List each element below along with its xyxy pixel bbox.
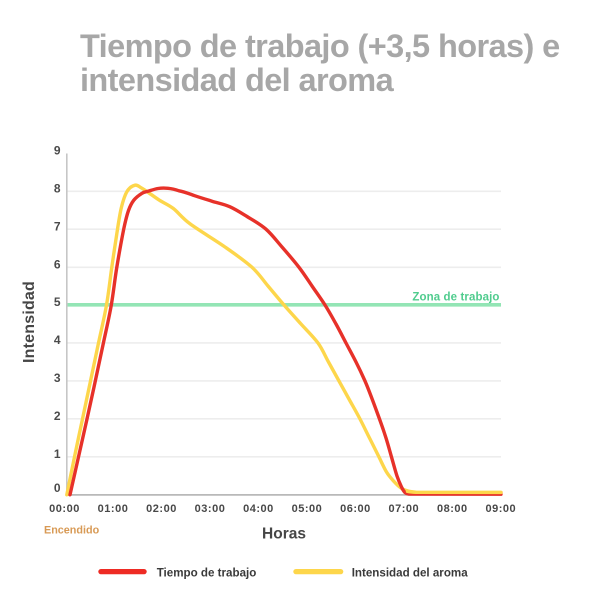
svg-text:3: 3: [54, 371, 61, 385]
svg-text:04:00: 04:00: [243, 503, 274, 515]
svg-text:07:00: 07:00: [388, 503, 419, 515]
svg-text:8: 8: [54, 181, 61, 195]
svg-text:6: 6: [54, 257, 61, 271]
svg-text:Intensidad del aroma: Intensidad del aroma: [352, 567, 469, 580]
svg-text:02:00: 02:00: [146, 503, 177, 515]
svg-text:Intensidad: Intensidad: [21, 281, 38, 363]
svg-text:1: 1: [54, 447, 61, 461]
svg-text:06:00: 06:00: [340, 503, 371, 515]
svg-text:Tiempo de trabajo: Tiempo de trabajo: [157, 567, 257, 580]
svg-text:7: 7: [54, 219, 61, 233]
svg-text:9: 9: [54, 144, 61, 158]
svg-text:08:00: 08:00: [437, 503, 468, 515]
svg-text:5: 5: [54, 295, 61, 309]
svg-text:0: 0: [54, 481, 61, 495]
svg-text:05:00: 05:00: [292, 503, 323, 515]
svg-text:Horas: Horas: [262, 526, 306, 543]
svg-text:Zona de trabajo: Zona de trabajo: [412, 292, 499, 304]
svg-text:01:00: 01:00: [98, 503, 129, 515]
svg-text:03:00: 03:00: [195, 503, 226, 515]
svg-text:00:00: 00:00: [49, 503, 80, 515]
svg-text:4: 4: [54, 333, 61, 347]
svg-text:09:00: 09:00: [485, 503, 516, 515]
svg-text:Encendido: Encendido: [44, 525, 100, 537]
svg-text:2: 2: [54, 409, 61, 423]
